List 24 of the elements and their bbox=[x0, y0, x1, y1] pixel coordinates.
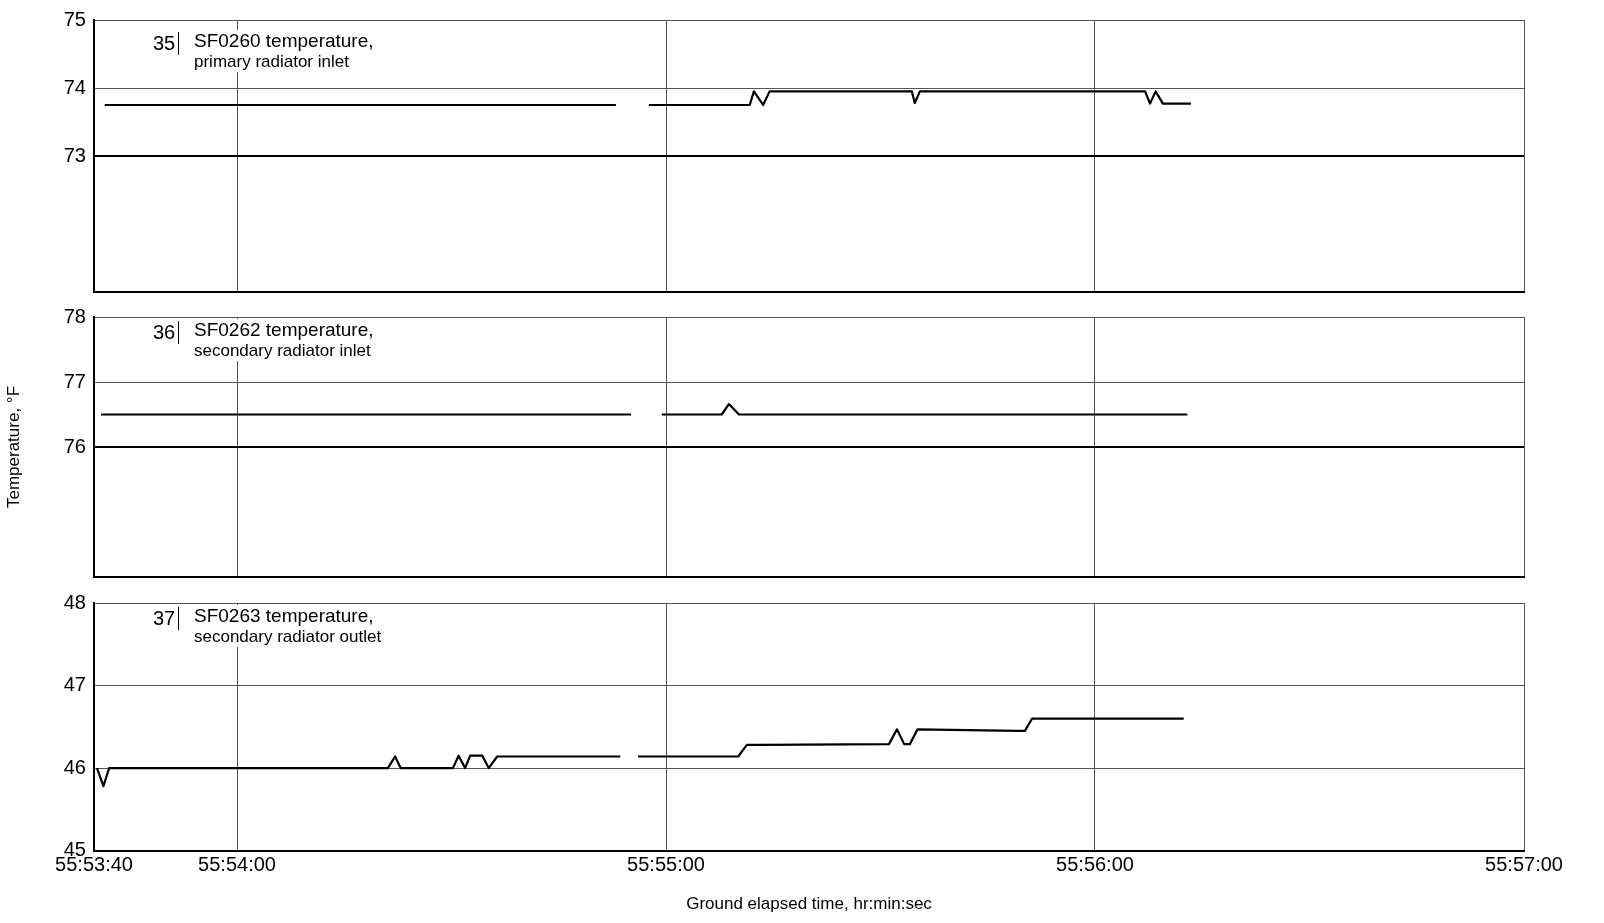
y-tick-label: 76 bbox=[63, 434, 86, 457]
annotation: secondary radiator inlet bbox=[194, 340, 372, 361]
y-tick-label: 78 bbox=[63, 304, 86, 327]
annotation: 36 bbox=[150, 321, 180, 344]
x-axis-title: Ground elapsed time, hr:min:sec bbox=[686, 894, 933, 914]
annotation: SF0262 temperature, bbox=[194, 319, 374, 340]
y-tick-label: 47 bbox=[63, 673, 86, 696]
y-tick-label: 77 bbox=[63, 369, 86, 392]
annotation: primary radiator inlet bbox=[194, 51, 350, 72]
x-tick-label: 55:56:00 bbox=[1056, 853, 1134, 876]
y-tick-label: 74 bbox=[63, 75, 86, 98]
annotation: 37 bbox=[150, 607, 180, 630]
annotation: SF0263 temperature, bbox=[194, 605, 375, 626]
x-tick-label: 55:55:00 bbox=[627, 853, 705, 876]
y-tick-label: 46 bbox=[63, 755, 86, 778]
annotation: 35 bbox=[150, 32, 180, 55]
y-tick-label: 48 bbox=[63, 590, 86, 613]
x-tick-label: 55:57:00 bbox=[1485, 853, 1563, 876]
annotation: secondary radiator outlet bbox=[194, 626, 382, 647]
annotation: SF0260 temperature, bbox=[194, 30, 374, 51]
x-tick-label: 55:54:00 bbox=[198, 853, 276, 876]
y-tick-label: 73 bbox=[63, 143, 86, 166]
y-axis-title: Temperature, °F bbox=[3, 385, 23, 509]
y-tick-label: 75 bbox=[63, 7, 86, 30]
